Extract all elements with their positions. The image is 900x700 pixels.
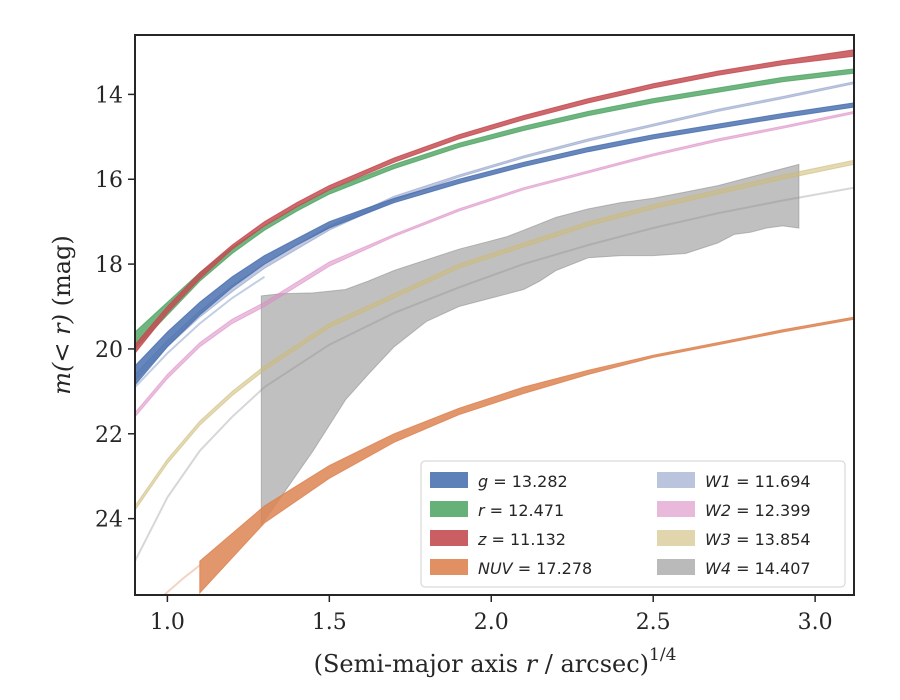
legend-label-nuv: NUV = 17.278 — [478, 559, 592, 578]
series-faint-g — [135, 275, 266, 388]
legend-swatch-r — [430, 501, 468, 517]
y-tick-label: 22 — [95, 423, 123, 448]
legend-frame — [420, 460, 846, 588]
legend-label-w3: W3 = 13.854 — [705, 530, 811, 549]
series-band-g — [135, 102, 854, 386]
legend-label-r: r = 12.471 — [478, 501, 564, 520]
plot-area — [135, 49, 854, 595]
y-tick-label: 24 — [95, 508, 123, 533]
legend-swatch-w4 — [657, 559, 695, 575]
series-band-w4 — [260, 163, 800, 527]
y-tick-label: 20 — [95, 338, 123, 363]
x-tick-label: 1.5 — [312, 610, 347, 635]
legend-swatch-nuv — [430, 559, 468, 575]
x-tick-label: 2.0 — [474, 610, 509, 635]
series-band-z — [135, 49, 854, 354]
x-tick-label: 2.5 — [636, 610, 671, 635]
legend-swatch-w1 — [657, 472, 695, 488]
legend-swatch-w3 — [657, 530, 695, 546]
legend-swatch-z — [430, 530, 468, 546]
y-tick-label: 14 — [95, 83, 123, 108]
legend-label-w4: W4 = 14.407 — [705, 559, 811, 578]
legend-label-z: z = 11.132 — [477, 530, 566, 549]
legend-label-g: g = 13.282 — [478, 472, 568, 491]
legend-label-w2: W2 = 12.399 — [705, 501, 811, 520]
y-tick-label: 18 — [95, 253, 123, 278]
legend: g = 13.282 r = 12.471 z = 11.132 NUV = 17.2… — [420, 460, 846, 588]
x-tick-label: 3.0 — [798, 610, 833, 635]
y-tick-label: 16 — [95, 168, 123, 193]
legend-swatch-w2 — [657, 501, 695, 517]
x-axis: 1.0 1.5 2.0 2.5 3.0 — [150, 595, 833, 635]
series-band-w2 — [135, 110, 854, 418]
x-axis-label: (Semi-major axis r / arcsec)1/4 — [314, 645, 677, 678]
series-band-w3 — [135, 159, 854, 512]
x-tick-label: 1.0 — [150, 610, 185, 635]
y-axis: 14 16 18 20 22 24 — [95, 83, 135, 533]
legend-label-w1: W1 = 11.694 — [705, 472, 811, 491]
y-axis-label: m(< r) (mag) — [48, 235, 76, 395]
series-band-nuv — [199, 316, 854, 595]
plot-frame — [134, 34, 855, 596]
series-faint-nuv — [163, 564, 201, 595]
legend-swatch-g — [430, 472, 468, 488]
